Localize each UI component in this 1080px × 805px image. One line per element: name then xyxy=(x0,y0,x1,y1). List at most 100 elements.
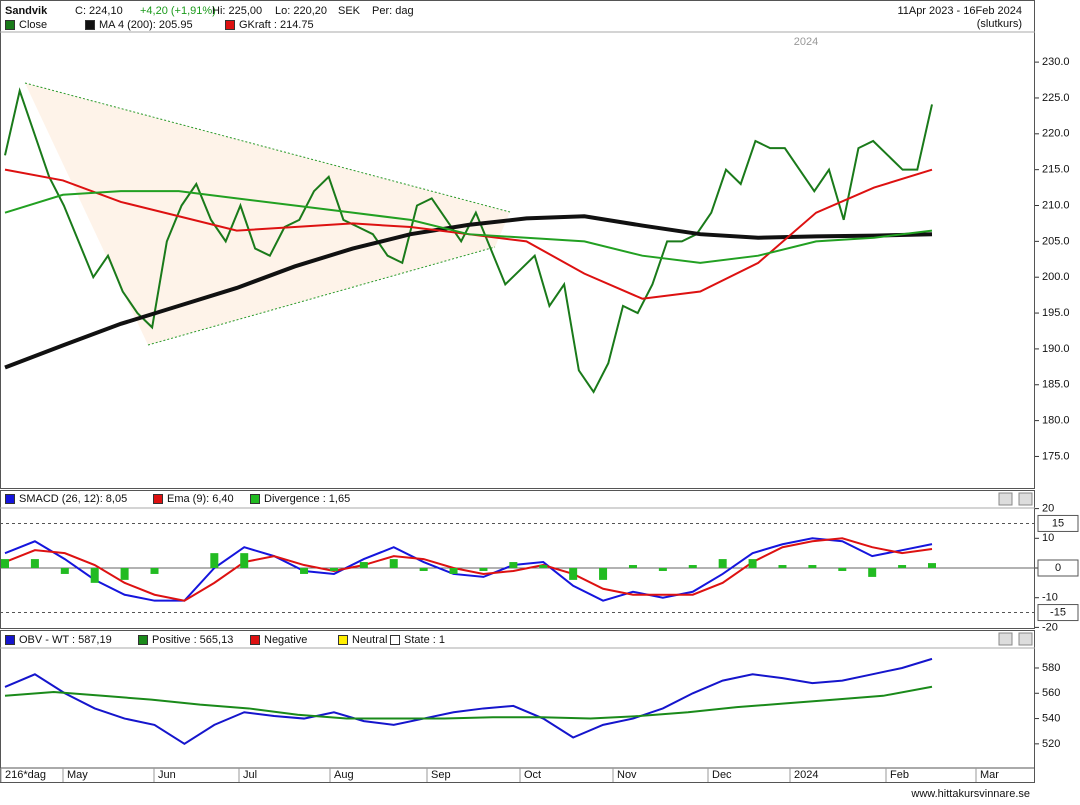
series-line xyxy=(4,214,933,370)
triangle-fill xyxy=(25,83,510,345)
panel-buttons xyxy=(998,492,1033,646)
x-tick-label: Jul xyxy=(243,769,257,781)
panel-border xyxy=(0,0,1035,489)
series-line xyxy=(4,685,933,720)
divergence-bar xyxy=(150,568,159,574)
y-tick-label: 220.0 xyxy=(1042,128,1070,140)
divergence-bar xyxy=(928,563,936,568)
divergence-bar xyxy=(748,559,757,568)
legend-swatch xyxy=(153,494,163,504)
divergence-bar xyxy=(90,568,99,583)
legend-label: Positive : 565,13 xyxy=(152,634,233,646)
divergence-bar xyxy=(359,562,368,568)
x-tick-label: Jun xyxy=(158,769,176,781)
divergence-bar xyxy=(120,568,129,580)
level-box xyxy=(1037,559,1079,577)
legend-swatch xyxy=(85,20,95,30)
y-tick-label: 520 xyxy=(1042,738,1060,750)
level-box xyxy=(1037,604,1079,622)
x-tick-label: Oct xyxy=(524,769,541,781)
y-tick-label: 540 xyxy=(1042,712,1060,724)
panel-borders xyxy=(0,0,1035,783)
x-tick-label: Mar xyxy=(980,769,999,781)
divergence-bar xyxy=(210,553,219,568)
x-tick-label: Feb xyxy=(890,769,909,781)
divergence-bar xyxy=(658,568,667,571)
legend-label: Close xyxy=(19,19,47,31)
divergence-bar xyxy=(569,568,578,580)
legend-label: GKraft : 214.75 xyxy=(239,19,314,31)
legend-label: Ema (9): 6,40 xyxy=(167,493,234,505)
divergence-bar xyxy=(838,568,847,571)
y-tick-label: 180.0 xyxy=(1042,415,1070,427)
date-range-note: (slutkurs) xyxy=(977,18,1022,30)
y-tick-label: 230.0 xyxy=(1042,56,1070,68)
currency: SEK xyxy=(338,5,361,17)
y-tick-label: -10 xyxy=(1042,592,1058,604)
divergence-bar xyxy=(479,568,488,571)
divergence-bar xyxy=(329,568,338,571)
close-button[interactable] xyxy=(1018,632,1033,646)
y-tick-label: 205.0 xyxy=(1042,235,1070,247)
panel-border xyxy=(0,630,1035,783)
x-tick-label: 216*dag xyxy=(5,769,46,781)
legend-swatch xyxy=(250,635,260,645)
series-line xyxy=(4,537,933,602)
series-line xyxy=(4,537,933,602)
y-tick-label: 225.0 xyxy=(1042,92,1070,104)
divergence-bar xyxy=(509,562,518,568)
y-tick-label: 560 xyxy=(1042,687,1060,699)
y-tick-label: 580 xyxy=(1042,662,1060,674)
divergence-bar xyxy=(389,559,398,568)
y-tick-label: 10 xyxy=(1042,532,1054,544)
y-tick-label: 200.0 xyxy=(1042,271,1070,283)
x-tick-label: 2024 xyxy=(794,769,818,781)
y-tick-label: 195.0 xyxy=(1042,307,1070,319)
legend-swatch xyxy=(5,635,15,645)
settings-button[interactable] xyxy=(998,632,1013,646)
divergence-bar xyxy=(1,559,9,568)
close-button[interactable] xyxy=(1018,492,1033,506)
low: Lo: 220,20 xyxy=(275,5,327,17)
divergence-bar xyxy=(868,568,877,577)
x-tick-label: May xyxy=(67,769,88,781)
series-line xyxy=(4,87,933,394)
divergence-bar xyxy=(539,565,548,568)
divergence-bar xyxy=(628,565,637,568)
legend-label: SMACD (26, 12): 8,05 xyxy=(19,493,127,505)
legend-label: State : 1 xyxy=(404,634,445,646)
legend-swatch xyxy=(5,20,15,30)
legend-swatch xyxy=(338,635,348,645)
y-tick-label: 185.0 xyxy=(1042,379,1070,391)
divergence-bar xyxy=(449,568,458,574)
legend-label: Divergence : 1,65 xyxy=(264,493,350,505)
legend-label: Neutral xyxy=(352,634,387,646)
y-tick-label: 20 xyxy=(1042,503,1054,515)
divergence-bar xyxy=(808,565,817,568)
divergence-bar xyxy=(60,568,69,574)
close-price: C: 224,10 xyxy=(75,5,123,17)
trend-line xyxy=(147,246,496,346)
settings-button[interactable] xyxy=(998,492,1013,506)
series-line xyxy=(4,190,933,264)
legend-swatch xyxy=(390,635,400,645)
divergence-bar xyxy=(419,568,428,571)
period: Per: dag xyxy=(372,5,414,17)
legend-label: Negative xyxy=(264,634,307,646)
level-box xyxy=(1037,514,1079,532)
panel-border xyxy=(0,490,1035,629)
y-tick-label: 175.0 xyxy=(1042,450,1070,462)
divergence-bar xyxy=(300,568,309,574)
y-tick-label: 210.0 xyxy=(1042,199,1070,211)
legend-swatch xyxy=(138,635,148,645)
divergence-bar xyxy=(778,565,787,568)
change: +4,20 (+1,91%) xyxy=(140,5,216,17)
legend-swatch xyxy=(5,494,15,504)
ticker: Sandvik xyxy=(5,5,48,17)
level-label: 15 xyxy=(1052,517,1064,529)
y-tick-label: 190.0 xyxy=(1042,343,1070,355)
x-tick-label: Nov xyxy=(617,769,637,781)
legend-swatch xyxy=(225,20,235,30)
legend-label: MA 4 (200): 205.95 xyxy=(99,19,193,31)
